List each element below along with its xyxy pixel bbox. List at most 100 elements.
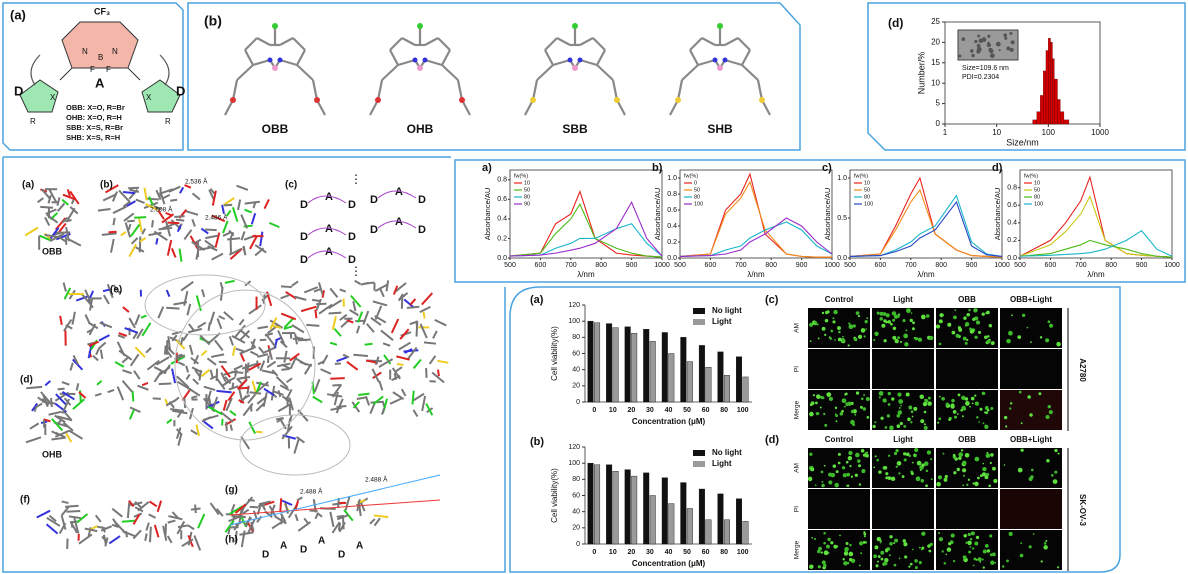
stick — [227, 391, 236, 402]
stick — [170, 198, 178, 202]
stick — [312, 298, 321, 303]
cell — [902, 539, 906, 543]
atom — [314, 97, 320, 103]
stick — [258, 500, 271, 506]
label: CF₃ — [94, 6, 110, 16]
panel-label: d) — [992, 162, 1003, 174]
cell — [838, 330, 841, 334]
stick — [291, 324, 305, 334]
panel-d-frame — [867, 2, 1186, 151]
stick — [374, 283, 388, 293]
stick — [224, 279, 235, 284]
stick — [73, 517, 80, 534]
stick — [148, 231, 162, 237]
stick — [258, 346, 264, 353]
cell — [840, 338, 845, 343]
cell — [985, 453, 991, 458]
y-axis-label: Cell viability(%) — [550, 468, 559, 523]
cell — [901, 475, 905, 478]
stick — [364, 342, 373, 346]
stick — [268, 221, 280, 229]
cell — [898, 557, 901, 560]
cell — [848, 557, 853, 562]
stick — [148, 196, 154, 206]
stick — [153, 371, 162, 383]
stick — [75, 295, 90, 302]
stick — [155, 189, 162, 200]
bond — [596, 64, 614, 81]
cell — [904, 555, 908, 559]
bar — [594, 464, 601, 545]
micrograph — [936, 489, 998, 529]
stick — [155, 356, 170, 366]
atom — [722, 57, 728, 63]
stick — [48, 514, 57, 522]
stick — [99, 321, 113, 329]
stick — [393, 373, 397, 380]
motif-acceptor: A — [325, 246, 333, 258]
stick — [284, 502, 289, 514]
stick — [202, 397, 214, 410]
cell — [945, 402, 949, 406]
cell — [878, 391, 884, 396]
cell — [1039, 336, 1043, 339]
stick — [415, 321, 419, 337]
stick — [312, 499, 317, 513]
atom — [422, 57, 428, 63]
cell — [967, 540, 972, 546]
legend-label: 80 — [1034, 194, 1040, 200]
motif-acceptor: A — [280, 541, 287, 552]
x-tick-label: 40 — [665, 407, 673, 414]
cell — [927, 396, 931, 400]
bar — [723, 519, 730, 545]
cell — [835, 470, 839, 474]
x-tick-label: 700 — [735, 262, 747, 269]
cell — [885, 476, 889, 480]
cell — [876, 311, 880, 315]
legend-title: fw(%) — [854, 173, 868, 179]
stick — [122, 530, 137, 538]
stick — [266, 355, 270, 363]
stick — [31, 402, 39, 412]
bar — [686, 361, 693, 403]
cell — [969, 405, 972, 408]
cell — [1046, 458, 1050, 463]
cell — [848, 452, 851, 455]
bar — [717, 493, 724, 545]
cell — [968, 308, 971, 312]
cell — [858, 564, 861, 567]
cell — [1052, 479, 1058, 484]
label: F — [106, 65, 111, 74]
stick — [224, 520, 235, 533]
bond — [381, 64, 399, 81]
bar — [1060, 111, 1065, 125]
cell — [1008, 330, 1013, 336]
stick — [190, 429, 198, 436]
x-tick-label: 500 — [504, 262, 516, 269]
cell — [834, 339, 836, 341]
cell — [913, 406, 918, 411]
cell — [828, 336, 831, 339]
bond — [279, 58, 298, 67]
label: D — [176, 83, 185, 98]
stick — [112, 284, 121, 294]
crystal-packing — [24, 188, 82, 250]
atom — [459, 97, 465, 103]
stick — [207, 405, 223, 416]
cell — [908, 565, 911, 568]
cell — [993, 478, 998, 484]
cell — [814, 401, 818, 405]
cell — [1028, 545, 1032, 549]
stick — [177, 380, 192, 391]
cell — [986, 310, 990, 315]
atom — [267, 57, 273, 63]
stick — [344, 496, 351, 511]
cell — [956, 467, 960, 472]
bond — [544, 37, 558, 51]
stick — [222, 231, 231, 237]
cell-line-label: A2780 — [1078, 358, 1087, 382]
stick — [228, 336, 234, 346]
axes — [944, 21, 1101, 125]
cell — [972, 482, 975, 485]
stick — [252, 510, 258, 520]
